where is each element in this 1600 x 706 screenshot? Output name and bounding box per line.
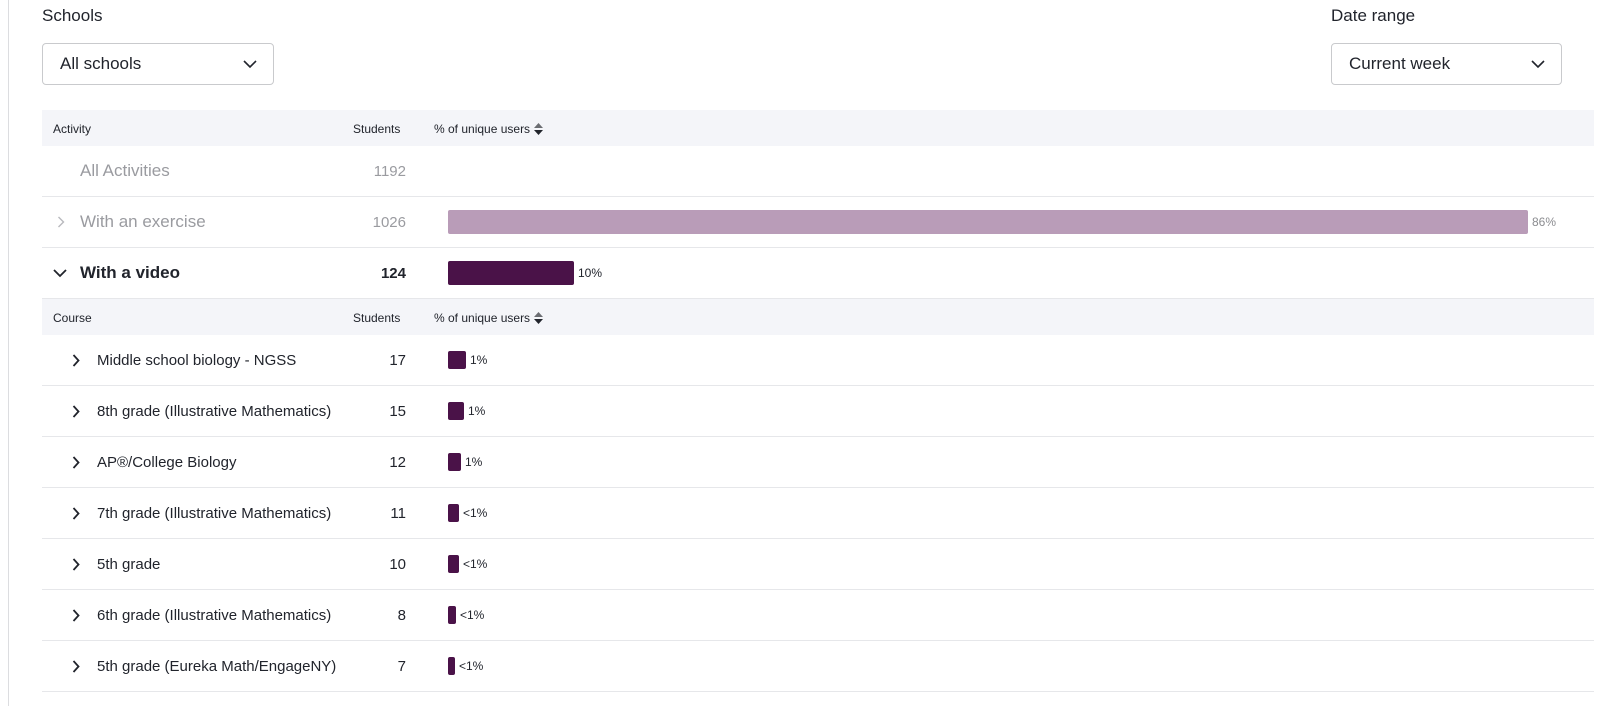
percent-bar-cell: 1%: [448, 386, 485, 436]
course-column-header: Course: [53, 311, 92, 325]
percent-label: 1%: [465, 455, 483, 469]
percent-bar-cell: <1%: [448, 539, 487, 589]
course-name: 6th grade (Illustrative Mathematics): [97, 606, 332, 624]
student-count: 17: [389, 351, 406, 369]
left-divider: [8, 0, 9, 706]
chevron-right-icon[interactable]: [67, 386, 85, 436]
course-name: 5th grade (Eureka Math/EngageNY): [97, 657, 337, 675]
schools-dropdown-value: All schools: [60, 54, 142, 73]
percent-bar-cell: 10%: [448, 248, 602, 298]
course-name: 8th grade (Illustrative Mathematics): [97, 402, 332, 420]
percent-bar: [448, 210, 1528, 234]
date-range-dropdown-value: Current week: [1349, 54, 1451, 73]
chevron-down-icon: [243, 59, 257, 69]
activity-name: With a video: [80, 263, 180, 282]
student-count: 8: [397, 606, 406, 624]
course-row: 5th grade 10 <1%: [42, 539, 1594, 590]
percent-label: 86%: [1532, 215, 1557, 229]
chevron-right-icon[interactable]: [67, 539, 85, 589]
chevron-right-icon[interactable]: [67, 641, 85, 691]
percent-bar: [448, 402, 464, 420]
percent-sort-header[interactable]: % of unique users: [434, 122, 544, 136]
course-header-row: Course Students % of unique users: [42, 299, 1594, 335]
percent-bar-cell: 1%: [448, 437, 482, 487]
percent-sort-header[interactable]: % of unique users: [434, 311, 544, 325]
course-name: Middle school biology - NGSS: [97, 351, 297, 369]
course-name: 5th grade: [97, 555, 161, 573]
percent-bar-cell: <1%: [448, 590, 484, 640]
course-row: Middle school biology - NGSS 17 1%: [42, 335, 1594, 386]
activity-name: All Activities: [80, 161, 170, 180]
student-count: 1026: [372, 213, 406, 231]
percent-bar: [448, 351, 466, 369]
percent-bar: [448, 657, 455, 675]
student-count: 11: [390, 504, 406, 522]
chevron-right-icon[interactable]: [67, 488, 85, 538]
percent-bar: [448, 504, 459, 522]
schools-label: Schools: [42, 6, 103, 25]
students-column-header: Students: [353, 311, 401, 325]
sort-icon: [534, 123, 544, 135]
percent-column-label: % of unique users: [434, 122, 531, 136]
percent-bar: [448, 261, 574, 285]
percent-bar-cell: <1%: [448, 488, 487, 538]
percent-bar-cell: <1%: [448, 641, 483, 691]
student-count: 10: [389, 555, 406, 573]
percent-bar: [448, 606, 456, 624]
percent-label: <1%: [459, 659, 484, 673]
activity-header-row: Activity Students % of unique users: [42, 110, 1594, 146]
activity-row-video: With a video 124 10%: [42, 248, 1594, 299]
percent-label: <1%: [460, 608, 485, 622]
percent-label: 10%: [578, 266, 603, 280]
percent-bar: [448, 453, 461, 471]
date-range-label: Date range: [1331, 6, 1416, 25]
course-name: 7th grade (Illustrative Mathematics): [97, 504, 332, 522]
activity-name: With an exercise: [80, 212, 206, 231]
students-column-header: Students: [353, 122, 401, 136]
chevron-right-icon[interactable]: [67, 335, 85, 385]
chevron-down-icon: [1531, 59, 1545, 69]
percent-label: <1%: [463, 506, 488, 520]
student-count: 15: [389, 402, 406, 420]
course-row: 6th grade (Illustrative Mathematics) 8 <…: [42, 590, 1594, 641]
percent-label: 1%: [468, 404, 486, 418]
percent-label: 1%: [470, 353, 488, 367]
sort-icon: [534, 312, 544, 324]
percent-bar-cell: 86%: [448, 197, 1556, 247]
percent-bar-cell: 1%: [448, 335, 487, 385]
schools-dropdown[interactable]: All schools: [42, 43, 274, 85]
course-name: AP®/College Biology: [97, 453, 237, 471]
percent-label: <1%: [463, 557, 488, 571]
student-count: 7: [397, 657, 406, 675]
course-row: 5th grade (Eureka Math/EngageNY) 7 <1%: [42, 641, 1594, 692]
course-row: 8th grade (Illustrative Mathematics) 15 …: [42, 386, 1594, 437]
activity-row-all: All Activities 1192: [42, 146, 1594, 197]
course-row: 7th grade (Illustrative Mathematics) 11 …: [42, 488, 1594, 539]
chevron-right-icon[interactable]: [52, 197, 70, 247]
course-row: AP®/College Biology 12 1%: [42, 437, 1594, 488]
student-count: 1192: [373, 162, 406, 180]
chevron-right-icon[interactable]: [67, 590, 85, 640]
activity-report-table: Activity Students % of unique users All …: [42, 110, 1594, 692]
activity-row-exercise: With an exercise 1026 86%: [42, 197, 1594, 248]
percent-bar: [448, 555, 459, 573]
student-count: 124: [380, 264, 406, 282]
percent-column-label: % of unique users: [434, 311, 531, 325]
chevron-down-icon[interactable]: [51, 248, 69, 298]
date-range-dropdown[interactable]: Current week: [1331, 43, 1562, 85]
student-count: 12: [389, 453, 406, 471]
chevron-right-icon[interactable]: [67, 437, 85, 487]
activity-column-header: Activity: [53, 122, 92, 136]
